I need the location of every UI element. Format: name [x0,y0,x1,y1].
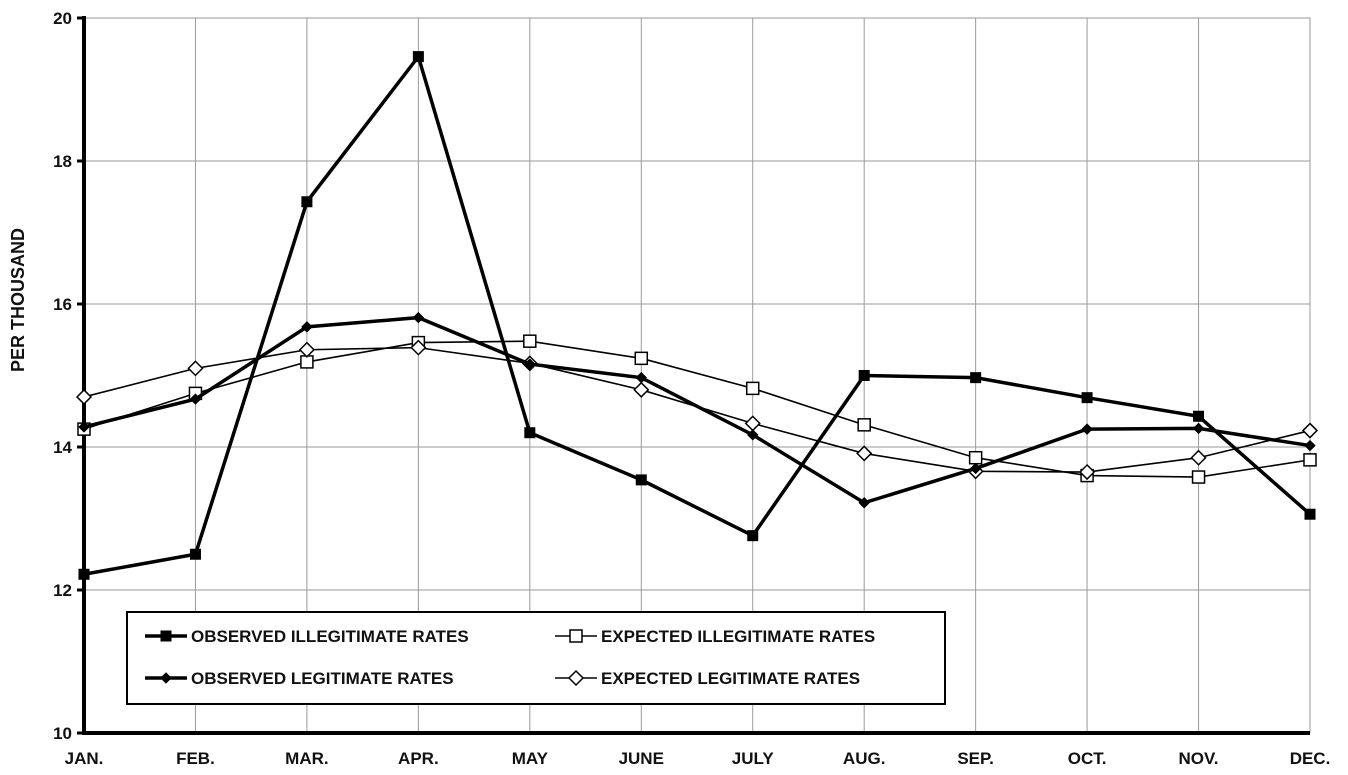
point-0-8 [970,372,982,384]
point-2-4 [524,358,536,370]
legend-swatch-marker-1 [569,629,583,643]
point-2-2 [301,321,313,333]
point-2-6 [747,429,759,441]
point-1-6 [745,381,760,396]
point-1-4 [523,334,537,348]
point-2-0 [78,421,90,433]
x-tick-label-4: MAY [512,749,549,768]
point-3-0 [75,388,93,406]
legend-label-0: OBSERVED ILLEGITIMATE RATES [191,627,469,646]
legend-swatch-marker-3 [567,669,585,687]
legend-item-2: OBSERVED LEGITIMATE RATES [145,669,454,688]
axes [77,16,1310,735]
point-0-6 [747,530,759,542]
point-0-5 [635,474,647,486]
legend-label-3: EXPECTED LEGITIMATE RATES [601,669,860,688]
series-line-1 [83,340,1311,478]
point-0-2 [301,196,313,208]
legend-item-0: OBSERVED ILLEGITIMATE RATES [145,627,469,646]
legend-swatch-marker-2 [160,672,172,684]
x-tick-label-11: DEC. [1290,749,1331,768]
point-2-7 [858,497,870,509]
y-tick-label-1: 12 [53,581,72,600]
x-tick-label-8: SEP. [957,749,994,768]
x-tick-label-10: NOV. [1179,749,1219,768]
point-1-11 [1303,453,1317,467]
point-0-11 [1304,508,1316,520]
point-1-10 [1191,470,1206,484]
point-1-5 [634,351,649,366]
point-3-9 [1079,463,1096,481]
point-1-7 [857,418,871,432]
point-3-10 [1190,449,1207,466]
x-tick-label-0: JAN. [65,749,104,768]
point-0-7 [858,370,870,381]
y-axis-title: PER THOUSAND [8,228,28,372]
point-2-1 [189,393,202,405]
point-3-11 [1301,422,1319,439]
point-0-4 [524,427,536,439]
legend-box [126,611,946,705]
point-2-3 [412,311,425,324]
point-3-3 [410,339,427,356]
x-tick-label-3: APR. [398,749,439,768]
legend-item-1: EXPECTED ILLEGITIMATE RATES [555,627,875,646]
series-0 [78,51,1316,580]
legend-label-1: EXPECTED ILLEGITIMATE RATES [601,627,875,646]
x-tick-label-1: FEB. [176,749,215,768]
x-tick-label-9: OCT. [1068,749,1107,768]
legend-label-2: OBSERVED LEGITIMATE RATES [191,669,454,688]
point-3-7 [856,445,873,462]
point-3-1 [187,360,204,377]
x-tick-label-6: JULY [732,749,775,768]
series-2 [78,311,1316,509]
series-line-0 [83,52,1312,576]
legend-swatch-marker-0 [160,630,172,642]
point-3-2 [298,341,315,358]
point-2-5 [635,371,647,384]
series-layer [75,51,1319,580]
point-2-10 [1192,422,1205,435]
point-0-3 [412,51,424,63]
x-tick-label-5: JUNE [619,749,664,768]
y-tick-label-5: 20 [53,9,72,28]
x-tick-label-7: AUG. [843,749,886,768]
tick-labels: 10 12 14 16 18 20 JAN. FEB. MAR. APR. MAY JUNE JULY A… [53,9,1330,768]
y-tick-label-4: 18 [53,152,72,171]
point-2-9 [1081,423,1093,435]
point-2-8 [969,462,982,475]
point-2-11 [1304,439,1316,452]
point-0-0 [78,568,90,580]
y-tick-label-3: 16 [53,295,72,314]
point-0-10 [1193,410,1205,422]
point-3-5 [633,381,650,398]
series-line-2 [83,315,1311,505]
y-tick-label-0: 10 [53,724,72,743]
x-tick-label-2: MAR. [285,749,328,768]
point-1-8 [968,450,983,465]
legend-item-3: EXPECTED LEGITIMATE RATES [555,669,860,688]
series-1 [77,334,1317,484]
legend: OBSERVED ILLEGITIMATE RATES EXPECTED ILLE… [126,611,946,705]
y-tick-label-2: 14 [53,438,72,457]
point-0-1 [189,548,201,560]
point-0-9 [1081,392,1093,404]
